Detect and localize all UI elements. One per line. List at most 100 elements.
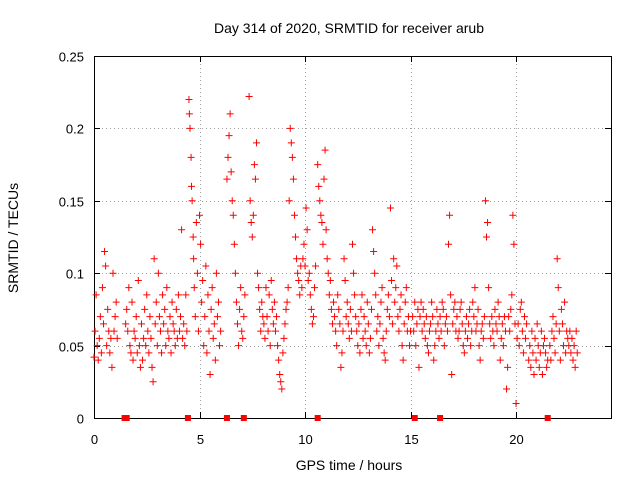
data-point <box>180 320 188 328</box>
data-point <box>526 342 534 350</box>
data-point <box>365 349 373 357</box>
data-point <box>241 291 249 299</box>
data-point <box>255 284 263 292</box>
data-point <box>493 327 501 335</box>
data-point <box>275 356 283 364</box>
data-point <box>168 298 176 306</box>
data-point <box>499 342 507 350</box>
data-point <box>378 284 386 292</box>
data-point <box>448 371 456 379</box>
data-point <box>285 197 293 205</box>
data-point <box>531 334 539 342</box>
data-point <box>136 363 144 371</box>
data-point <box>205 327 213 335</box>
data-point <box>382 327 390 335</box>
data-point <box>163 284 171 292</box>
data-point <box>442 313 450 321</box>
data-point <box>477 327 485 335</box>
data-point <box>159 291 167 299</box>
y-tick-label: 0.15 <box>59 195 84 210</box>
data-point <box>108 363 116 371</box>
data-point <box>475 342 483 350</box>
data-point <box>380 349 388 357</box>
data-point <box>95 334 103 342</box>
data-point <box>480 313 488 321</box>
data-point <box>279 349 287 357</box>
data-point <box>319 240 327 248</box>
data-point <box>269 320 277 328</box>
x-tick-label: 10 <box>298 432 312 447</box>
data-point <box>467 342 475 350</box>
data-point <box>369 226 377 234</box>
data-point <box>318 219 326 227</box>
data-point <box>396 305 404 313</box>
data-point <box>537 327 545 335</box>
data-point <box>465 320 473 328</box>
data-point <box>183 327 191 335</box>
data-point <box>374 313 382 321</box>
data-point <box>185 110 193 118</box>
data-point <box>321 146 329 154</box>
data-point <box>231 269 239 277</box>
data-point <box>455 327 463 335</box>
data-point <box>92 291 100 299</box>
data-point <box>339 327 347 335</box>
data-point <box>309 313 317 321</box>
data-point <box>431 342 439 350</box>
data-point <box>96 313 104 321</box>
data-point <box>270 298 278 306</box>
data-point <box>398 342 406 350</box>
data-point <box>434 320 442 328</box>
data-point <box>394 313 402 321</box>
data-point <box>430 356 438 364</box>
data-point <box>302 204 310 212</box>
data-point <box>295 276 303 284</box>
data-point <box>427 320 435 328</box>
data-point <box>462 313 470 321</box>
data-point <box>102 262 110 270</box>
x-tick-label: 20 <box>509 432 523 447</box>
data-point <box>139 356 147 364</box>
data-point <box>538 371 546 379</box>
data-point <box>311 284 319 292</box>
data-point <box>212 269 220 277</box>
data-point <box>376 320 384 328</box>
data-point <box>449 320 457 328</box>
data-point <box>245 93 253 101</box>
data-point <box>351 291 359 299</box>
data-point <box>340 255 348 263</box>
data-point <box>435 334 443 342</box>
data-point <box>238 327 246 335</box>
data-point <box>523 320 531 328</box>
data-point <box>236 305 244 313</box>
data-point <box>373 327 381 335</box>
data-point <box>289 175 297 183</box>
data-point <box>484 219 492 227</box>
data-point <box>230 240 238 248</box>
data-point <box>145 349 153 357</box>
data-point <box>143 291 151 299</box>
data-point <box>352 313 360 321</box>
data-point <box>476 356 484 364</box>
data-point <box>459 342 467 350</box>
data-point <box>410 327 418 335</box>
data-point <box>543 363 551 371</box>
data-point <box>99 320 107 328</box>
data-point <box>418 327 426 335</box>
data-point <box>249 211 257 219</box>
data-point <box>561 298 569 306</box>
data-point <box>260 320 268 328</box>
data-point <box>417 298 425 306</box>
data-point <box>458 320 466 328</box>
data-point <box>103 342 111 350</box>
y-tick-label: 0.2 <box>66 122 84 137</box>
data-point <box>187 182 195 190</box>
data-point <box>129 356 137 364</box>
data-point <box>516 305 524 313</box>
data-point <box>570 342 578 350</box>
data-point <box>401 298 409 306</box>
data-point <box>395 327 403 335</box>
data-point <box>384 291 392 299</box>
